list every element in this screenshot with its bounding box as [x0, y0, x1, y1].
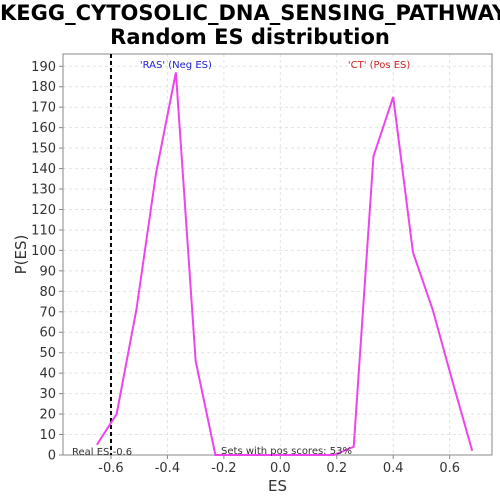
- y-axis-label: P(ES): [12, 235, 30, 275]
- chart-title-line1: KEGG_CYTOSOLIC_DNA_SENSING_PATHWAY:: [0, 1, 500, 25]
- x-tick-label: 0.4: [383, 461, 404, 476]
- y-tick-label: 140: [31, 162, 56, 177]
- y-tick-label: 130: [31, 183, 56, 198]
- y-tick-label: 170: [31, 101, 56, 116]
- y-tick-label: 160: [31, 121, 56, 136]
- x-tick-label: -0.6: [98, 461, 123, 476]
- x-axis-ticks: -0.6 -0.4 -0.2 0.0 0.2 0.4 0.6: [98, 455, 460, 476]
- y-tick-label: 100: [31, 244, 56, 259]
- y-tick-label: 150: [31, 142, 56, 157]
- plot-area-frame: [62, 53, 493, 456]
- y-tick-label: 80: [39, 285, 56, 300]
- series-line: [96, 72, 474, 456]
- x-tick-label: 0.0: [270, 461, 291, 476]
- y-tick-label: 30: [39, 387, 56, 402]
- x-tick-label: 0.2: [326, 461, 347, 476]
- y-tick-label: 60: [39, 326, 56, 341]
- grid-lines: [63, 54, 492, 456]
- real-es-label: Real ES -0.6: [72, 447, 132, 458]
- y-tick-label: 50: [39, 346, 56, 361]
- y-tick-label: 90: [39, 264, 56, 279]
- y-tick-label: 110: [31, 223, 56, 238]
- pos-es-label: 'CT' (Pos ES): [348, 60, 411, 71]
- y-tick-label: 40: [39, 367, 56, 382]
- chart-title-line2: Random ES distribution: [110, 25, 390, 49]
- y-tick-label: 0: [48, 449, 56, 464]
- y-axis-ticks: 0 10 20 30 40 50 60 70 80 90 100 110 120 130 140 150 160…: [31, 60, 63, 464]
- pos-scores-label: Sets with pos scores: 53%: [221, 446, 352, 457]
- y-tick-label: 70: [39, 305, 56, 320]
- x-tick-label: -0.2: [211, 461, 236, 476]
- x-axis-label: ES: [268, 477, 287, 495]
- neg-es-label: 'RAS' (Neg ES): [140, 60, 212, 71]
- y-tick-label: 20: [39, 408, 56, 423]
- y-tick-label: 120: [31, 203, 56, 218]
- y-tick-label: 10: [39, 428, 56, 443]
- y-tick-label: 190: [31, 60, 56, 75]
- x-tick-label: 0.6: [439, 461, 460, 476]
- y-tick-label: 180: [31, 80, 56, 95]
- x-tick-label: -0.4: [155, 461, 180, 476]
